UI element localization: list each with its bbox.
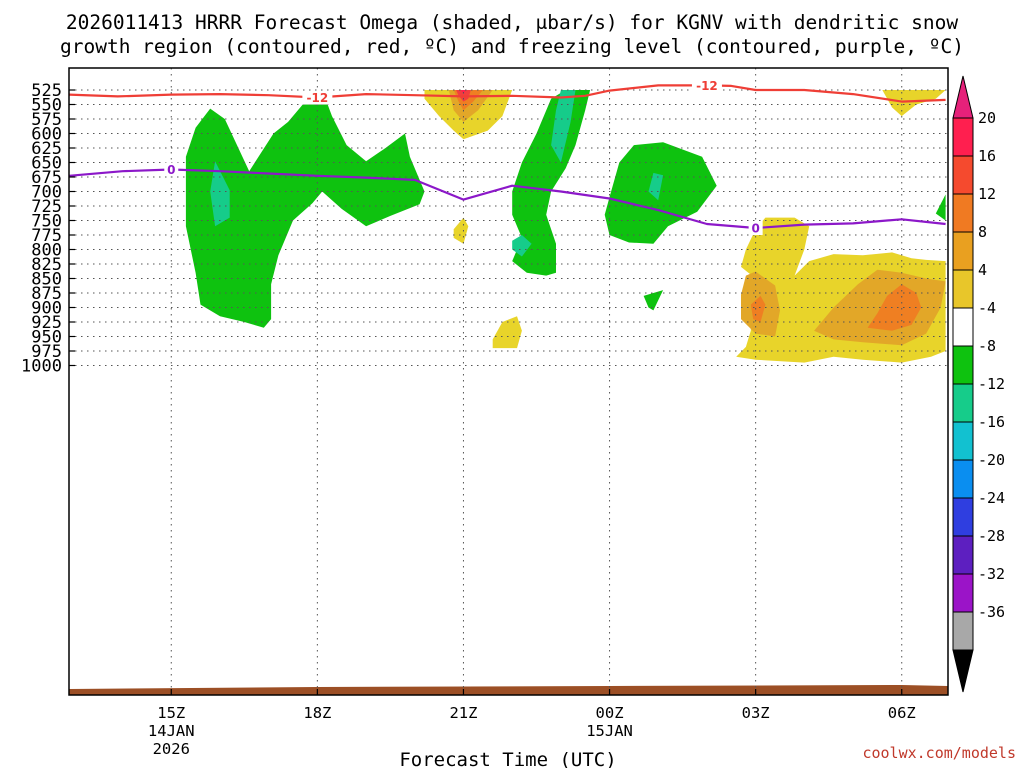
colorbar-swatch — [952, 117, 974, 157]
colorbar-top-arrow — [952, 75, 974, 119]
freezing-label-2: 0 — [751, 222, 759, 236]
omega-region-teal — [551, 90, 576, 163]
colorbar-label: -16 — [978, 413, 1005, 431]
x-tick-label: 03Z — [742, 704, 770, 722]
y-tick-label: 800 — [31, 241, 62, 261]
colorbar-swatch — [952, 345, 974, 385]
y-tick-label: 675 — [31, 168, 62, 188]
terrain-ground — [69, 685, 948, 695]
omega-region-orange — [867, 284, 922, 331]
freezing-level-contour — [69, 168, 946, 230]
y-tick-label: 750 — [31, 212, 62, 232]
y-tick-label: 525 — [31, 81, 62, 101]
colorbar-swatch — [952, 497, 974, 537]
colorbar-label: 16 — [978, 147, 996, 165]
x-tick-date: 15JAN — [586, 722, 633, 740]
omega-shaded-fields — [185, 90, 946, 363]
y-tick-label: 975 — [31, 342, 62, 362]
colorbar-swatch — [952, 155, 974, 195]
dgz-label-2-bg — [691, 78, 722, 93]
y-tick-label: 950 — [31, 328, 62, 348]
dgz-label-1-bg — [302, 90, 333, 105]
colorbar-swatch — [952, 383, 974, 423]
y-tick-label: 650 — [31, 154, 62, 174]
colorbar: 20 16 12 8 4 -4 -8 -12 -16 -20 -24 -28 -32 -36 — [952, 75, 1005, 693]
colorbar-label: -20 — [978, 451, 1005, 469]
colorbar-label: -32 — [978, 565, 1005, 583]
colorbar-swatch — [952, 231, 974, 271]
colorbar-swatch — [952, 421, 974, 461]
contour-lines: -12 -12 0 0 — [69, 78, 946, 236]
x-tick-label: 18Z — [303, 704, 331, 722]
dgz-label-1: -12 — [307, 91, 329, 105]
omega-region-yellow — [492, 316, 522, 349]
x-tick-year: 2026 — [153, 740, 190, 758]
colorbar-label: -36 — [978, 603, 1005, 621]
dgz-label-2: -12 — [696, 79, 718, 93]
chart-title-line1: 2026011413 HRRR Forecast Omega (shaded, … — [66, 11, 958, 34]
colorbar-label: 12 — [978, 185, 996, 203]
x-tick-label: 06Z — [888, 704, 916, 722]
y-tick-label: 1000 — [21, 357, 62, 377]
x-tick-label: 21Z — [449, 704, 477, 722]
colorbar-label: 4 — [978, 261, 987, 279]
colorbar-label: 8 — [978, 223, 987, 241]
y-tick-label: 850 — [31, 270, 62, 290]
y-tick-label: 625 — [31, 139, 62, 159]
y-tick-label: 900 — [31, 299, 62, 319]
freezing-label-1-bg — [164, 162, 179, 177]
omega-region-green — [643, 290, 664, 311]
omega-region-yellow — [453, 217, 469, 244]
chart-title-line2: growth region (contoured, red, ºC) and f… — [60, 35, 964, 58]
colorbar-swatch — [952, 307, 974, 347]
freezing-label-1: 0 — [167, 163, 175, 177]
colorbar-swatch — [952, 193, 974, 233]
y-tick-label: 550 — [31, 96, 62, 116]
omega-region-yellow — [882, 90, 946, 117]
dgz-minus12-contour — [69, 84, 946, 103]
colorbar-swatch — [952, 459, 974, 499]
omega-region-green — [512, 90, 591, 276]
x-axis-title: Forecast Time (UTC) — [399, 749, 616, 768]
omega-region-green — [604, 142, 717, 244]
x-tick-date: 14JAN — [148, 722, 195, 740]
y-axis: 5255505756006256506757007257507758008258… — [21, 81, 75, 377]
colorbar-label: 20 — [978, 109, 996, 127]
y-tick-label: 700 — [31, 183, 62, 203]
y-tick-label: 600 — [31, 125, 62, 145]
colorbar-swatch — [952, 611, 974, 651]
colorbar-label: -24 — [978, 489, 1005, 507]
omega-region-teal — [210, 161, 230, 227]
omega-region-green — [185, 90, 425, 328]
omega-region-teal — [512, 235, 532, 257]
y-tick-label: 825 — [31, 255, 62, 275]
y-tick-label: 875 — [31, 284, 62, 304]
colorbar-swatch — [952, 269, 974, 309]
colorbar-bottom-arrow — [952, 649, 974, 693]
omega-region-teal — [648, 172, 664, 201]
credit-text: coolwx.com/models — [862, 744, 1016, 762]
colorbar-label: -12 — [978, 375, 1005, 393]
x-tick-label: 00Z — [596, 704, 624, 722]
freezing-label-2-bg — [748, 221, 763, 236]
x-tick-label: 15Z — [157, 704, 185, 722]
y-tick-label: 775 — [31, 226, 62, 246]
terrain-layer — [69, 685, 948, 695]
colorbar-label: -8 — [978, 337, 996, 355]
y-tick-label: 575 — [31, 110, 62, 130]
plot-frame — [68, 67, 949, 696]
colorbar-swatch — [952, 535, 974, 575]
colorbar-label: -4 — [978, 299, 996, 317]
y-tick-label: 725 — [31, 197, 62, 217]
omega-region-green — [935, 194, 946, 221]
omega-region-orange — [750, 295, 766, 322]
y-tick-label: 925 — [31, 313, 62, 333]
colorbar-label: -28 — [978, 527, 1005, 545]
colorbar-swatch — [952, 573, 974, 613]
